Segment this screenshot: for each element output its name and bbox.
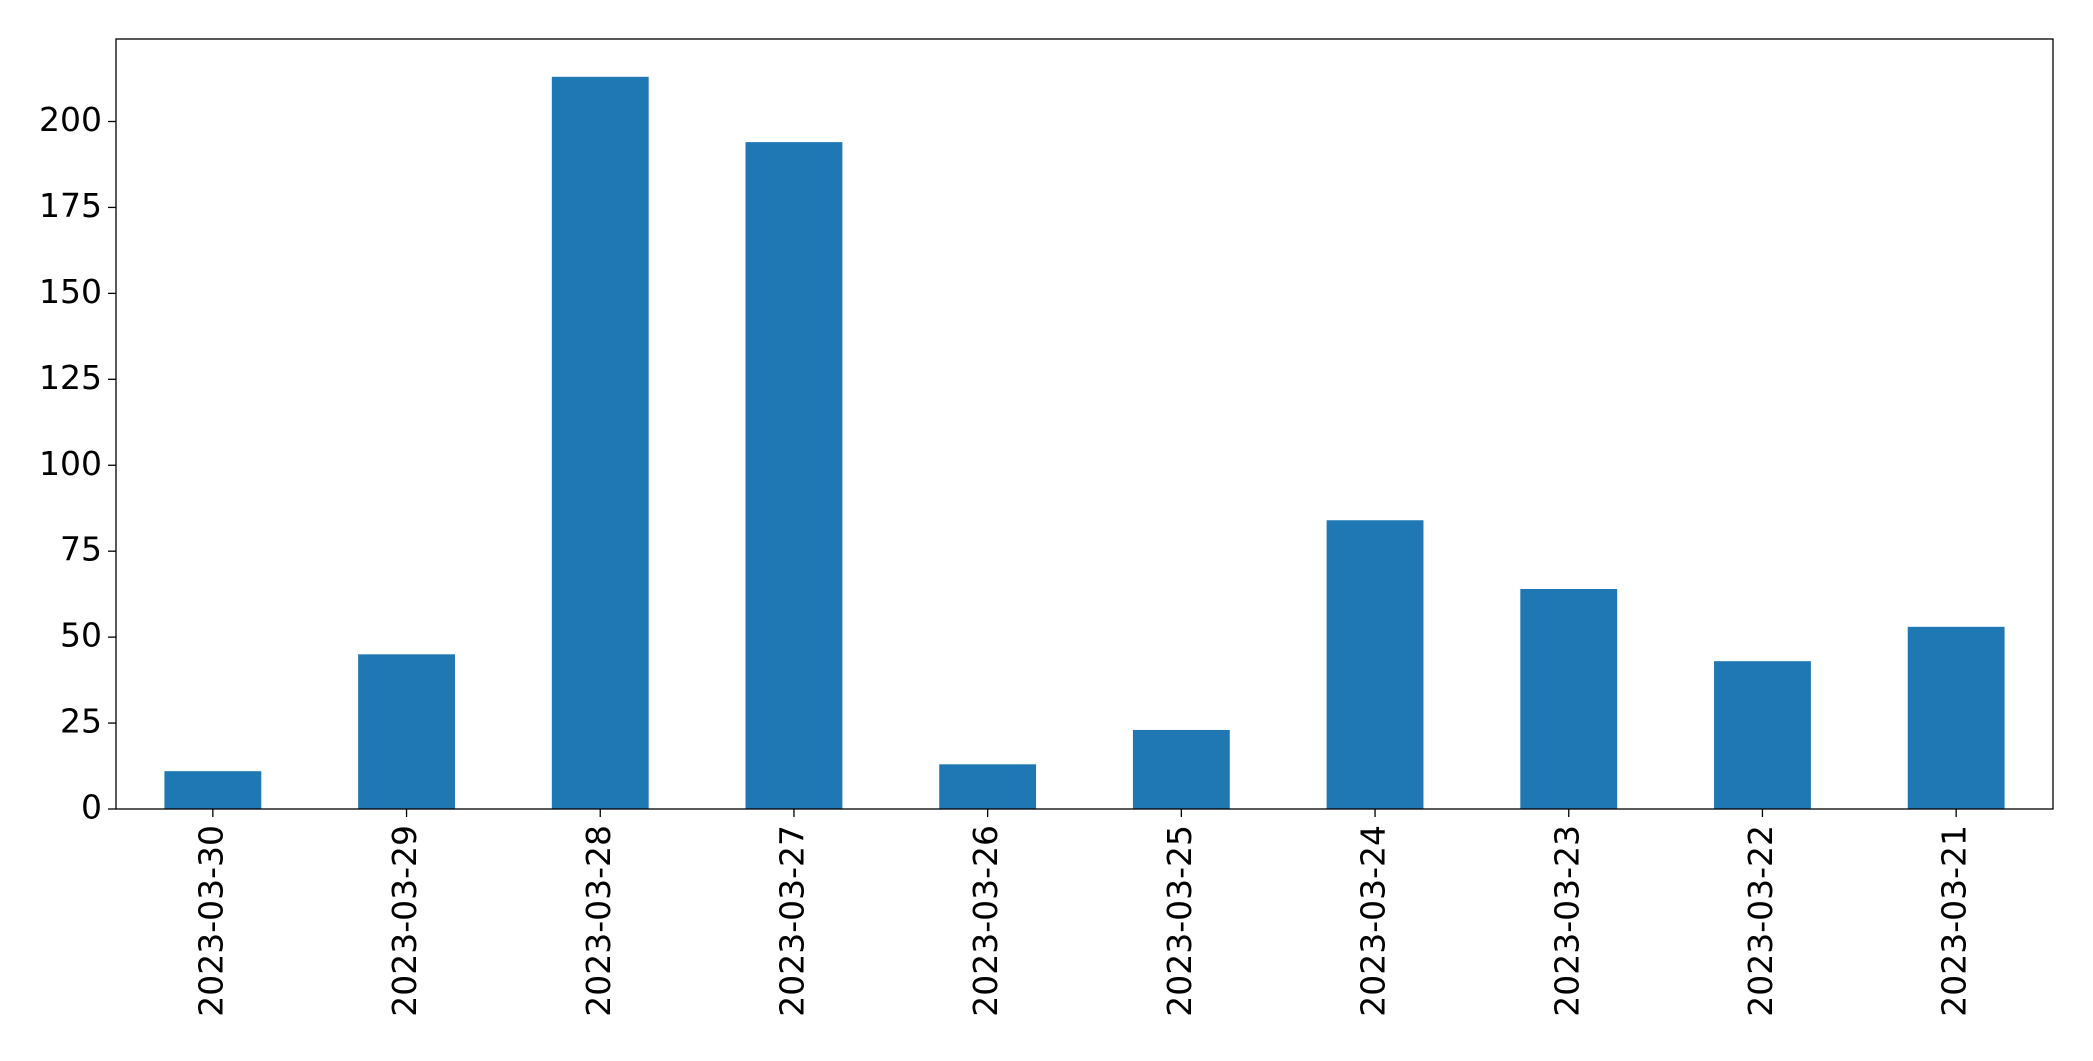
x-tick-label: 2023-03-23 bbox=[1547, 825, 1586, 1017]
y-tick-label: 0 bbox=[81, 788, 102, 827]
x-tick-label: 2023-03-26 bbox=[966, 825, 1005, 1017]
x-tick-label: 2023-03-24 bbox=[1354, 825, 1393, 1017]
x-tick-label: 2023-03-25 bbox=[1160, 825, 1199, 1017]
bar bbox=[551, 76, 649, 809]
bar bbox=[1520, 589, 1618, 809]
y-tick-label: 200 bbox=[39, 100, 102, 139]
bar bbox=[939, 764, 1037, 809]
bar bbox=[164, 771, 262, 809]
bar bbox=[1326, 520, 1424, 809]
x-tick-label: 2023-03-21 bbox=[1935, 825, 1974, 1017]
x-tick-label: 2023-03-29 bbox=[385, 825, 424, 1017]
bar bbox=[1132, 729, 1230, 809]
x-tick-label: 2023-03-22 bbox=[1741, 825, 1780, 1017]
bar bbox=[745, 142, 843, 809]
y-tick-label: 150 bbox=[39, 272, 102, 311]
y-tick-label: 175 bbox=[39, 186, 102, 225]
y-tick-label: 50 bbox=[60, 616, 102, 655]
x-tick-label: 2023-03-30 bbox=[191, 825, 230, 1017]
x-tick-label: 2023-03-28 bbox=[579, 825, 618, 1017]
plot-frame bbox=[115, 38, 2054, 810]
bar bbox=[358, 654, 455, 809]
y-tick-label: 75 bbox=[60, 530, 102, 569]
x-tick-label: 2023-03-27 bbox=[772, 825, 811, 1017]
bar bbox=[1907, 626, 2005, 809]
y-tick-label: 25 bbox=[60, 702, 102, 741]
bar bbox=[1714, 661, 1811, 809]
y-tick-label: 100 bbox=[39, 444, 102, 483]
y-tick-label: 125 bbox=[39, 358, 102, 397]
